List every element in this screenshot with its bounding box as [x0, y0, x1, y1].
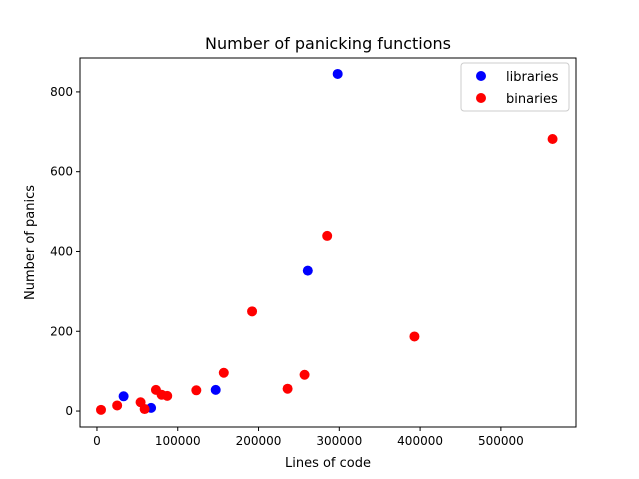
legend-label-libraries: libraries	[506, 70, 559, 85]
y-tick-label: 600	[50, 165, 73, 179]
libraries-point	[118, 391, 129, 402]
legend: libraries binaries	[460, 62, 570, 112]
y-tick-label: 800	[50, 85, 73, 99]
binaries-point	[96, 404, 107, 415]
binaries-point	[247, 306, 258, 317]
y-tick-label: 0	[65, 404, 73, 418]
y-axis-ticks: 0 200 400 600 800	[50, 85, 80, 418]
data-points	[96, 68, 558, 415]
binaries-point	[299, 369, 310, 380]
binaries-point	[547, 133, 558, 144]
chart-title: Number of panicking functions	[205, 34, 451, 53]
x-axis-label: Lines of code	[285, 456, 371, 471]
binaries-point	[282, 383, 293, 394]
x-tick-label: 0	[93, 434, 101, 448]
y-tick-label: 200	[50, 324, 73, 338]
libraries-point	[332, 68, 343, 79]
binaries-point	[191, 385, 202, 396]
binaries-point	[409, 331, 420, 342]
legend-box	[460, 62, 570, 112]
libraries-point	[302, 265, 313, 276]
x-axis-ticks: 0 100000 200000 300000 400000 500000	[93, 427, 524, 448]
x-tick-label: 200000	[236, 434, 282, 448]
x-tick-label: 300000	[316, 434, 362, 448]
y-axis-label: Number of panics	[23, 185, 38, 300]
x-tick-label: 500000	[478, 434, 524, 448]
y-tick-label: 400	[50, 244, 73, 258]
binaries-point	[112, 400, 123, 411]
libraries-point	[210, 384, 221, 395]
legend-marker-binaries	[476, 93, 486, 103]
x-tick-label: 400000	[397, 434, 443, 448]
x-tick-label: 100000	[155, 434, 201, 448]
binaries-point	[322, 230, 333, 241]
legend-marker-libraries	[476, 71, 486, 81]
binaries-point	[139, 404, 150, 415]
legend-label-binaries: binaries	[506, 92, 558, 107]
plot-area-frame	[79, 57, 577, 428]
binaries-point	[162, 390, 173, 401]
binaries-point	[218, 367, 229, 378]
